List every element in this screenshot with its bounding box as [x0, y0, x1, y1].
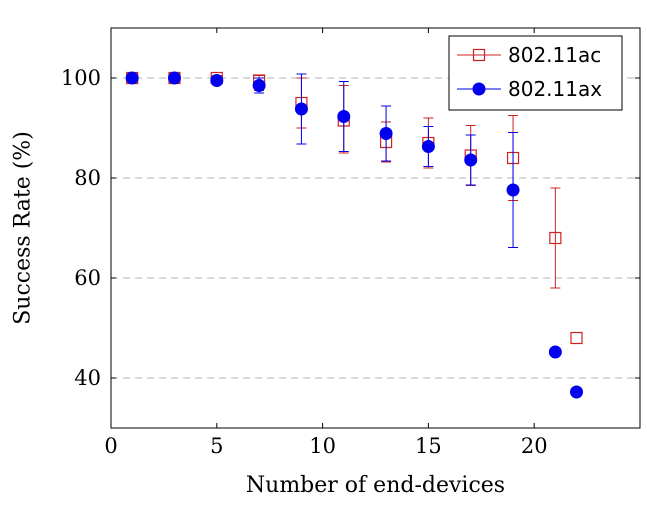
legend-marker: [472, 82, 486, 96]
plot-frame: [110, 27, 641, 429]
legend-marker: [472, 48, 486, 62]
data-point: [337, 110, 351, 123]
data-point: [570, 331, 583, 345]
y-axis-label: Success Rate (%): [11, 131, 36, 325]
legend-label: 802.11ax: [508, 77, 602, 101]
x-tick-label: 0: [104, 434, 117, 458]
data-point: [548, 345, 562, 359]
data-point: [294, 102, 308, 116]
y-tick-label: 40: [74, 366, 101, 390]
data-point: [506, 183, 520, 197]
data-point: [167, 71, 181, 85]
data-point: [252, 79, 266, 92]
data-point: [549, 231, 562, 245]
legend-box: [448, 35, 623, 111]
axis-ticks: 40 60 80 100 0 5 10 15 20: [61, 28, 640, 458]
y-tick-label: 80: [74, 166, 101, 190]
y-tick-label: 100: [61, 66, 101, 90]
data-point: [570, 385, 584, 399]
data-point: [421, 140, 435, 153]
legend-item: 802.11ac: [457, 43, 601, 67]
grid-lines: [111, 77, 640, 379]
data-point: [125, 71, 139, 85]
x-tick-label: 20: [521, 434, 548, 458]
data-point: [464, 153, 478, 167]
legend-item: 802.11ax: [457, 77, 602, 101]
data-point: [210, 74, 224, 87]
x-tick-label: 15: [415, 434, 442, 458]
data-point: [379, 127, 393, 140]
legend-label: 802.11ac: [508, 43, 601, 67]
series-ax: [125, 71, 584, 399]
series-layer: [125, 71, 584, 399]
series-ac: [126, 71, 583, 345]
legend: 802.11ac 802.11ax: [448, 35, 623, 111]
y-tick-label: 60: [74, 266, 101, 290]
x-tick-label: 5: [210, 434, 223, 458]
x-axis-label: Number of end-devices: [246, 473, 505, 498]
x-tick-label: 10: [309, 434, 336, 458]
